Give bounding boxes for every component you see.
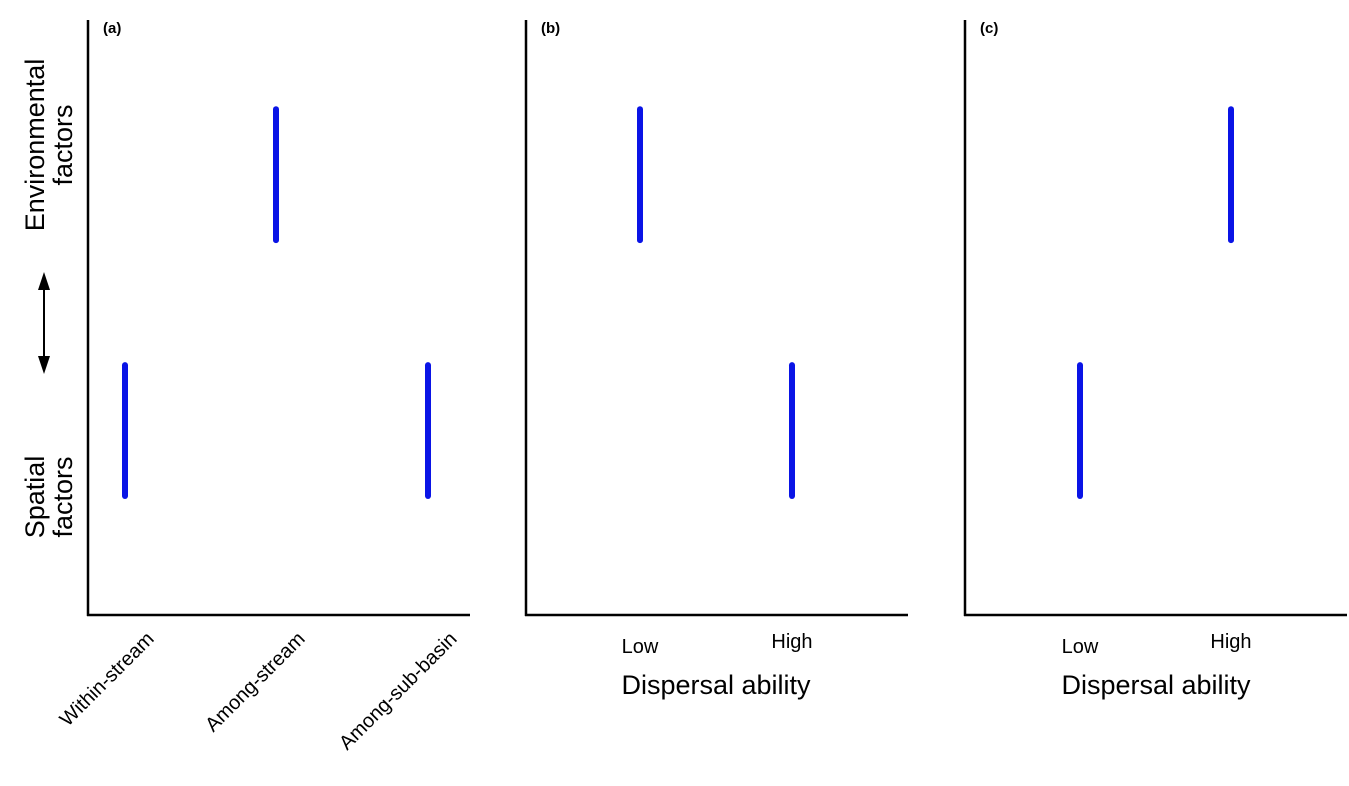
tick-label: Among-sub-basin — [335, 628, 461, 754]
tick-label: High — [771, 631, 812, 653]
x-axis-title: Dispersal ability — [1061, 670, 1251, 700]
panel-1: (a) Within-stream Among-stream Among-sub-ba… — [56, 20, 470, 754]
y-bottom-label-line1: Spatial — [20, 456, 50, 539]
panel-3: (c) Low High Dispersal ability — [963, 20, 1347, 700]
y-axis-annotation: Environmental factors Spatial factors — [20, 59, 78, 539]
panels: (a) Within-stream Among-stream Among-sub-ba… — [56, 20, 1347, 754]
tick-label: Among-stream — [201, 628, 309, 736]
y-top-label-line2: factors — [48, 104, 78, 185]
tick-label: Within-stream — [56, 628, 159, 731]
panel-label: (a) — [103, 20, 121, 37]
panel-label: (b) — [541, 20, 560, 37]
y-top-label-line1: Environmental — [20, 59, 50, 232]
double-headed-vertical-arrow-icon — [38, 272, 50, 374]
y-bottom-label-line2: factors — [48, 456, 78, 537]
panel-2: (b) Low High Dispersal ability — [524, 20, 908, 700]
panel-label: (c) — [980, 20, 998, 37]
tick-label: Low — [622, 636, 659, 658]
tick-label: Low — [1062, 636, 1099, 658]
x-axis-title: Dispersal ability — [621, 670, 811, 700]
tick-label: High — [1210, 631, 1251, 653]
